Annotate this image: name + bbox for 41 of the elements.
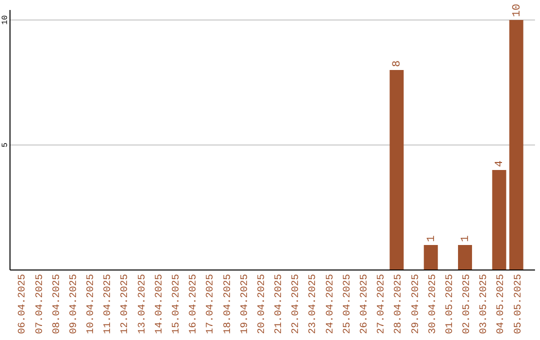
- bar: [509, 20, 524, 270]
- x-tick-label: 03.05.2025: [479, 274, 490, 334]
- bar: [458, 245, 472, 270]
- x-tick-label: 25.04.2025: [342, 274, 354, 334]
- data-label: 1: [460, 235, 472, 242]
- x-tick-label: 23.04.2025: [308, 274, 320, 334]
- x-tick-label: 18.04.2025: [222, 274, 234, 334]
- x-tick-label: 06.04.2025: [18, 274, 29, 334]
- x-tick-label: 04.05.2025: [496, 274, 508, 334]
- x-tick-label: 22.04.2025: [291, 274, 302, 334]
- x-tick-label: 20.04.2025: [256, 274, 268, 334]
- x-tick-label: 11.04.2025: [103, 274, 114, 334]
- bar: [424, 245, 438, 270]
- bar: [390, 70, 404, 270]
- x-tick-label: 15.04.2025: [172, 274, 183, 334]
- x-tick-label: 01.05.2025: [444, 274, 456, 334]
- x-tick-label: 02.05.2025: [462, 274, 474, 334]
- x-tick-label: 29.04.2025: [410, 274, 422, 334]
- x-tick-label: 10.04.2025: [86, 274, 98, 334]
- x-tick-label: 17.04.2025: [206, 274, 217, 334]
- x-tick-label: 07.04.2025: [34, 274, 46, 334]
- x-tick-label: 28.04.2025: [394, 274, 405, 334]
- x-tick-label: 26.04.2025: [359, 274, 370, 334]
- x-tick-label: 24.04.2025: [325, 274, 336, 334]
- x-tick-label: 16.04.2025: [188, 274, 200, 334]
- x-tick-label: 19.04.2025: [240, 274, 251, 334]
- x-tick-label: 12.04.2025: [120, 274, 132, 334]
- x-tick-label: 08.04.2025: [52, 274, 63, 334]
- y-tick-label: 5: [1, 142, 10, 148]
- bar: [492, 170, 506, 270]
- data-label: 8: [392, 60, 404, 67]
- x-tick-label: 09.04.2025: [68, 274, 80, 334]
- x-tick-label: 05.05.2025: [513, 274, 524, 334]
- x-tick-label: 14.04.2025: [154, 274, 166, 334]
- data-label: 1: [426, 235, 438, 242]
- data-label: 4: [494, 160, 506, 167]
- x-tick-label: 13.04.2025: [137, 274, 148, 334]
- x-tick-label: 21.04.2025: [274, 274, 286, 334]
- data-label: 10: [511, 4, 524, 17]
- x-tick-label: 30.04.2025: [428, 274, 439, 334]
- x-tick-label: 27.04.2025: [376, 274, 388, 334]
